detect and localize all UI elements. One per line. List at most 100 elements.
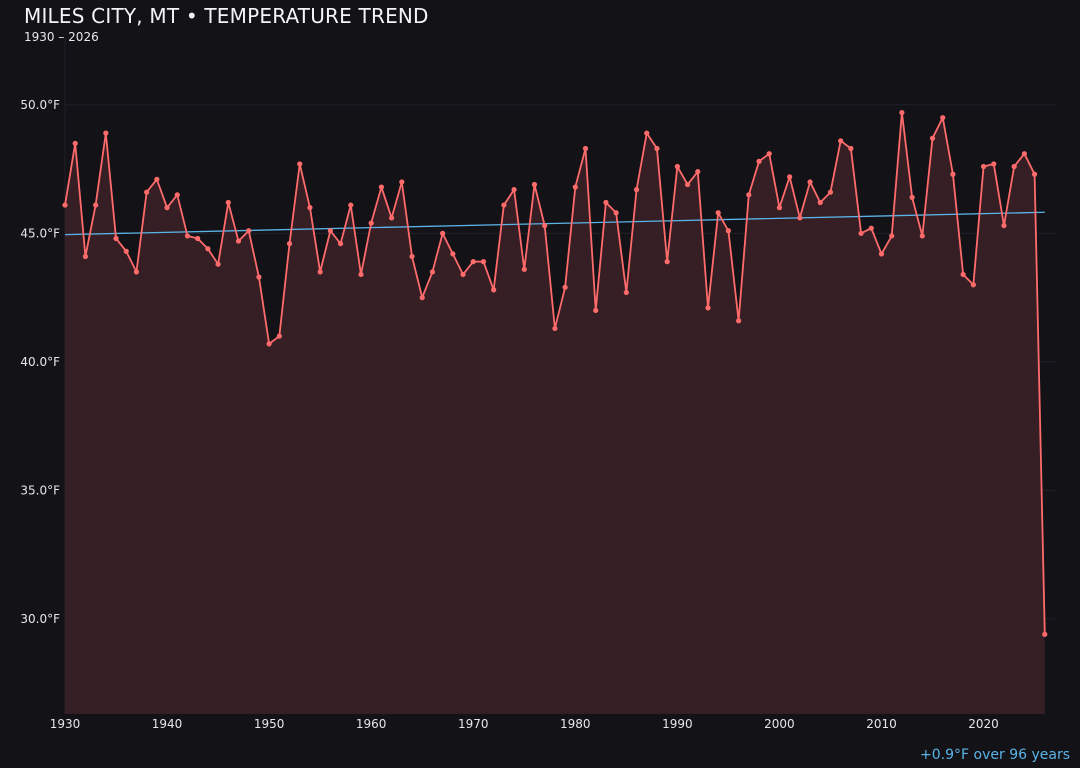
y-tick-label: 30.0°F [20,612,60,626]
data-point [266,341,272,347]
data-point [440,230,446,236]
data-point [562,284,568,290]
data-point [736,318,742,324]
data-point [684,181,691,188]
y-tick-label: 40.0°F [20,355,60,369]
trend-line [64,211,1045,236]
data-point [970,282,976,288]
data-point [991,161,997,167]
data-point [297,161,303,167]
data-point [521,266,527,272]
data-point [348,202,354,208]
data-point [317,269,323,275]
x-tick-label: 2020 [968,717,999,731]
data-point [940,115,946,121]
data-point [929,135,936,141]
x-tick-label: 1950 [254,717,285,731]
data-point [256,274,262,280]
data-point [623,289,629,296]
data-point [93,202,99,208]
data-point [480,259,487,265]
data-point [123,248,129,254]
data-point [72,140,78,146]
data-point [776,205,783,211]
x-tick-label: 1990 [662,717,693,731]
data-point [980,163,987,170]
data-point [184,233,191,239]
data-point [613,210,619,216]
data-point [154,176,160,182]
x-tick-label: 2010 [866,717,897,731]
data-point [644,130,650,136]
data-point [399,179,405,185]
data-point [225,199,231,206]
data-point [542,223,548,229]
data-point [501,202,507,208]
data-point [235,238,242,244]
x-tick-label: 1930 [50,717,81,731]
y-tick-label: 50.0°F [20,98,60,112]
data-point [358,271,364,278]
data-point [878,251,885,257]
data-point [388,215,395,221]
data-point [205,246,211,252]
data-point [787,174,793,180]
data-point [909,194,915,200]
data-point [725,228,732,234]
data-point [674,163,680,170]
data-point [919,233,925,239]
area-fill [65,112,1045,715]
data-point [368,220,374,226]
x-tick-label: 1940 [152,717,183,731]
data-point [103,130,109,136]
y-tick-label: 35.0°F [20,483,60,497]
data-point [960,271,966,278]
data-point [705,305,711,311]
data-point [133,269,140,275]
data-point [531,181,538,188]
data-point [174,192,180,198]
data-point [746,192,752,198]
data-point [337,241,344,247]
data-point [899,109,905,116]
data-point [113,235,119,242]
data-point [950,171,956,177]
data-point [582,145,589,152]
data-point [144,189,150,195]
data-point [378,184,384,190]
data-point [450,251,456,257]
data-point [552,325,558,332]
data-point [470,259,476,265]
data-point [572,184,578,190]
data-point [695,169,701,175]
data-point [429,269,436,275]
data-point [838,138,844,144]
data-point [593,307,599,314]
data-point [1021,151,1027,157]
data-point [82,253,89,260]
y-tick-label: 45.0°F [20,226,60,240]
data-point [491,287,497,293]
data-point [633,187,640,193]
data-point [164,205,170,211]
data-point [409,253,415,260]
data-point [1011,163,1017,170]
data-point [715,210,721,216]
data-point [817,199,823,206]
data-point [868,225,874,231]
trend-annotation: +0.9°F over 96 years [920,747,1070,763]
data-point [766,151,772,157]
data-point [664,259,670,265]
x-tick-label: 1970 [458,717,489,731]
data-point [246,228,252,234]
data-point [276,333,282,339]
data-point [889,233,895,239]
data-point [858,230,864,236]
chart-subtitle: 1930 – 2026 [24,30,99,44]
data-point [1031,171,1038,177]
data-point [603,199,609,206]
chart-title: MILES CITY, MT • TEMPERATURE TREND [24,4,429,28]
x-tick-label: 1960 [356,717,387,731]
data-point [307,205,313,211]
